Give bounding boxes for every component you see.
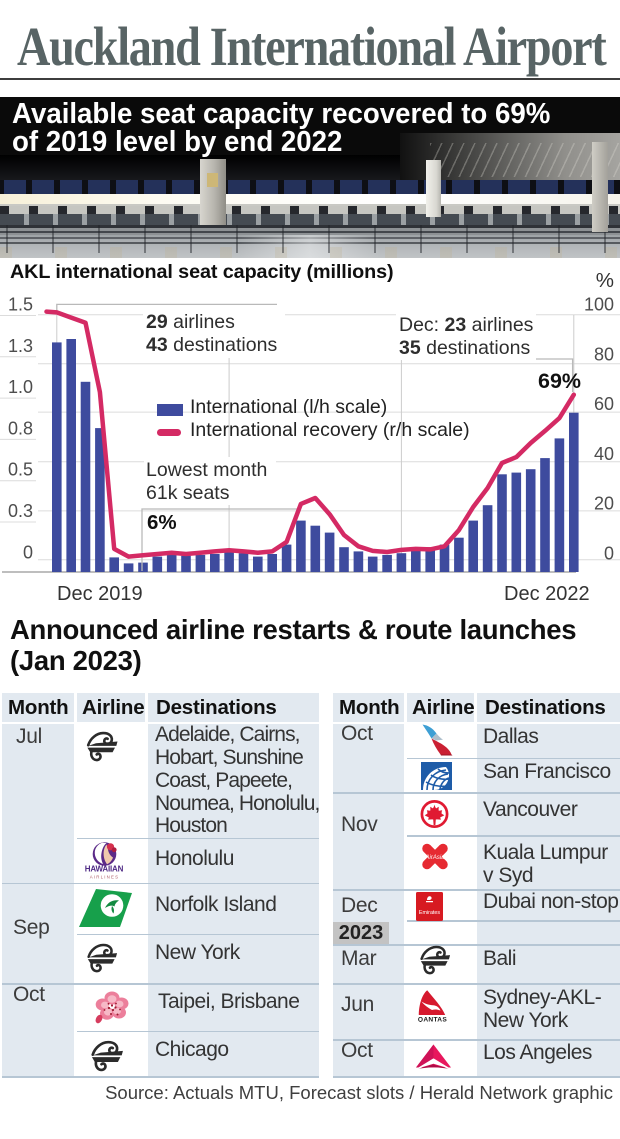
svg-text:29 airlines: 29 airlines [146, 311, 235, 333]
svg-text:43 destinations: 43 destinations [146, 334, 277, 356]
svg-text:40: 40 [594, 444, 614, 464]
svg-text:20: 20 [594, 494, 614, 514]
svg-text:HAWAIIAN: HAWAIIAN [85, 865, 124, 874]
svg-text:0: 0 [604, 544, 614, 564]
svg-text:AKL international seat capacit: AKL international seat capacity (million… [10, 261, 393, 283]
svg-text:International recovery (r/h sc: International recovery (r/h scale) [190, 419, 470, 441]
svg-text:Emirates: Emirates [419, 910, 441, 916]
svg-text:0: 0 [23, 543, 33, 563]
svg-text:1.5: 1.5 [8, 295, 33, 315]
svg-text:QANTAS: QANTAS [418, 1017, 447, 1023]
svg-text:1.3: 1.3 [8, 336, 33, 356]
svg-text:80: 80 [594, 344, 614, 364]
svg-text:6%: 6% [147, 511, 177, 534]
svg-text:69%: 69% [538, 369, 581, 393]
svg-text:60: 60 [594, 394, 614, 414]
svg-text:Dec 2019: Dec 2019 [57, 583, 143, 605]
svg-text:61k seats: 61k seats [146, 482, 230, 504]
svg-text:100: 100 [584, 295, 614, 315]
svg-text:0.5: 0.5 [8, 460, 33, 480]
svg-text:35 destinations: 35 destinations [399, 337, 530, 359]
svg-text:Dec: 23 airlines: Dec: 23 airlines [399, 314, 534, 336]
svg-text:0.8: 0.8 [8, 418, 33, 438]
svg-text:International (l/h scale): International (l/h scale) [190, 396, 387, 418]
svg-text:1.0: 1.0 [8, 377, 33, 397]
svg-text:%: % [596, 269, 614, 292]
svg-text:AIRLINES: AIRLINES [90, 875, 120, 880]
svg-text:0.3: 0.3 [8, 501, 33, 521]
svg-text:AirAsia: AirAsia [424, 855, 445, 861]
svg-text:Lowest month: Lowest month [146, 459, 267, 481]
svg-text:Dec 2022: Dec 2022 [504, 583, 590, 605]
